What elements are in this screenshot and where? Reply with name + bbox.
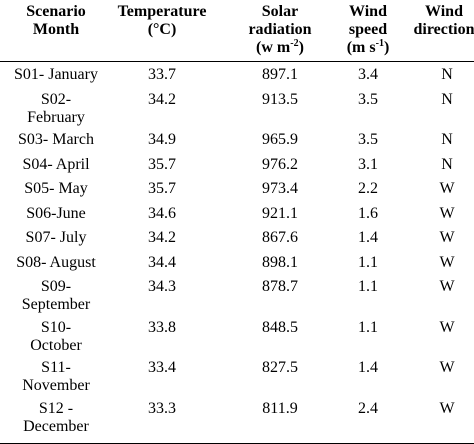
- scenario-month-line: S05- May: [24, 180, 88, 197]
- wind-direction-cell: W: [439, 319, 455, 336]
- temperature-cell: 34.4: [148, 254, 176, 271]
- scenario-month-cell: S03- March: [2, 131, 110, 149]
- scenario-month-line: October: [30, 337, 82, 354]
- wind-direction-cell: W: [439, 180, 455, 197]
- scenario-month-cell: S07- July: [2, 229, 110, 247]
- scenario-month-line: S01- January: [14, 66, 98, 83]
- wind-speed-cell: 1.6: [358, 205, 378, 222]
- table-row: S06-June 34.6 921.1 1.6 W: [0, 203, 474, 228]
- temperature-cell: 34.2: [148, 229, 176, 246]
- header-scenario-month: Scenario Month: [26, 3, 86, 38]
- scenario-month-line: November: [22, 377, 90, 394]
- scenario-month-cell: S06-June: [2, 205, 110, 223]
- scenario-month-line: S08- August: [16, 254, 96, 271]
- solar-radiation-cell: 898.1: [262, 254, 298, 271]
- temperature-cell: 35.7: [148, 156, 176, 173]
- temperature-cell: 33.7: [148, 66, 176, 83]
- scenario-month-cell: S02- February: [2, 91, 110, 127]
- scenario-month-cell: S04- April: [2, 156, 110, 174]
- header-wind-speed: Wind speed (m s-1): [346, 3, 390, 56]
- solar-radiation-cell: 811.9: [262, 400, 298, 417]
- scenario-month-cell: S10- October: [2, 319, 110, 355]
- table-row: S03- March 34.9 965.9 3.5 N: [0, 129, 474, 154]
- solar-radiation-cell: 976.2: [262, 156, 298, 173]
- header-solar-radiation: Solar radiation (w m-2): [248, 3, 312, 56]
- table-row: S11- November 33.4 827.5 1.4 W: [0, 357, 474, 398]
- table-row: S02- February 34.2 913.5 3.5 N: [0, 89, 474, 130]
- table-row: S09- September 34.3 878.7 1.1 W: [0, 276, 474, 317]
- header-temperature: Temperature (°C): [117, 3, 207, 38]
- wind-speed-cell: 2.2: [358, 180, 378, 197]
- table-row: S01- January 33.7 897.1 3.4 N: [0, 64, 474, 89]
- scenario-month-cell: S08- August: [2, 254, 110, 272]
- wind-speed-cell: 3.5: [358, 91, 378, 108]
- solar-radiation-cell: 848.5: [262, 319, 298, 336]
- temperature-cell: 34.9: [148, 131, 176, 148]
- wind-speed-cell: 1.1: [358, 254, 378, 271]
- table-row: S08- August 34.4 898.1 1.1 W: [0, 252, 474, 277]
- scenario-month-line: S12 -: [38, 400, 74, 417]
- scenario-month-line: S07- July: [25, 229, 87, 246]
- wind-direction-cell: N: [441, 91, 453, 108]
- wind-direction-cell: W: [439, 400, 455, 417]
- solar-radiation-cell: 965.9: [262, 131, 298, 148]
- scenario-month-line: December: [23, 418, 89, 435]
- scenario-month-line: S11-: [41, 359, 71, 376]
- table-row: S07- July 34.2 867.6 1.4 W: [0, 227, 474, 252]
- wind-speed-cell: 3.4: [358, 66, 378, 83]
- solar-radiation-cell: 921.1: [262, 205, 298, 222]
- wind-speed-cell: 3.1: [358, 156, 378, 173]
- table-row: S12 - December 33.3 811.9 2.4 W: [0, 398, 474, 439]
- header-wind-direction: Wind direction: [413, 3, 474, 38]
- scenario-month-line: S04- April: [22, 156, 90, 173]
- wind-direction-cell: N: [441, 131, 453, 148]
- scenario-month-cell: S05- May: [2, 180, 110, 198]
- wind-direction-cell: W: [439, 359, 455, 376]
- wind-speed-cell: 3.5: [358, 131, 378, 148]
- temperature-cell: 33.4: [148, 359, 176, 376]
- scenario-month-line: S02-: [40, 91, 72, 108]
- table-row: S10- October 33.8 848.5 1.1 W: [0, 317, 474, 358]
- table-header: Scenario Month Temperature (°C) Solar ra…: [0, 0, 474, 60]
- wind-direction-cell: W: [439, 278, 455, 295]
- wind-speed-cell: 1.1: [358, 278, 378, 295]
- scenario-month-line: February: [27, 109, 85, 126]
- scenario-month-line: September: [21, 296, 91, 313]
- scenario-month-line: S09-: [40, 278, 72, 295]
- solar-radiation-cell: 913.5: [262, 91, 298, 108]
- header-rule: [0, 61, 474, 62]
- scenario-month-line: S06-June: [26, 205, 86, 222]
- solar-radiation-cell: 878.7: [262, 278, 298, 295]
- temperature-cell: 34.6: [148, 205, 176, 222]
- temperature-cell: 34.2: [148, 91, 176, 108]
- solar-radiation-cell: 867.6: [262, 229, 298, 246]
- table-row: S05- May 35.7 973.4 2.2 W: [0, 178, 474, 203]
- table-row: S04- April 35.7 976.2 3.1 N: [0, 154, 474, 179]
- wind-direction-cell: W: [439, 205, 455, 222]
- scenario-month-line: S03- March: [18, 131, 94, 148]
- solar-radiation-cell: 827.5: [262, 359, 298, 376]
- wind-speed-cell: 1.4: [358, 359, 378, 376]
- wind-direction-cell: W: [439, 229, 455, 246]
- temperature-cell: 34.3: [148, 278, 176, 295]
- solar-radiation-cell: 897.1: [262, 66, 298, 83]
- wind-direction-cell: N: [441, 66, 453, 83]
- temperature-cell: 33.8: [148, 319, 176, 336]
- wind-speed-cell: 1.1: [358, 319, 378, 336]
- wind-direction-cell: N: [441, 156, 453, 173]
- temperature-cell: 35.7: [148, 180, 176, 197]
- temperature-cell: 33.3: [148, 400, 176, 417]
- solar-radiation-cell: 973.4: [262, 180, 298, 197]
- scenario-month-cell: S11- November: [2, 359, 110, 395]
- scenario-month-line: S10-: [40, 319, 72, 336]
- wind-speed-cell: 2.4: [358, 400, 378, 417]
- scenario-month-cell: S01- January: [2, 66, 110, 84]
- wind-speed-cell: 1.4: [358, 229, 378, 246]
- scenario-month-cell: S09- September: [2, 278, 110, 314]
- scenario-month-cell: S12 - December: [2, 400, 110, 436]
- wind-direction-cell: W: [439, 254, 455, 271]
